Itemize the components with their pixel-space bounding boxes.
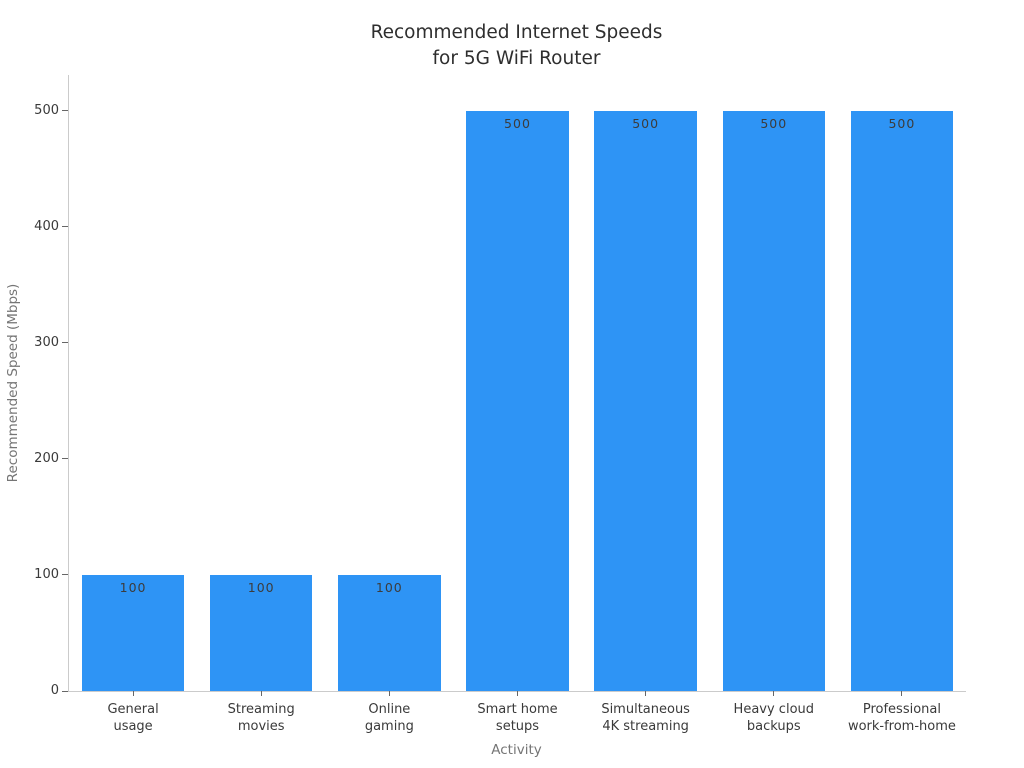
chart-title-line1: Recommended Internet Speeds	[370, 22, 663, 43]
bar-value-label: 500	[504, 115, 531, 131]
bar	[850, 110, 954, 691]
bar-value-label: 100	[119, 579, 147, 595]
bar-value-label: 500	[760, 115, 788, 131]
x-tick-mark	[773, 691, 775, 696]
chart-title: Recommended Internet Speeds for 5G WiFi …	[0, 20, 1024, 72]
bar	[338, 575, 441, 691]
y-tick-mark	[62, 458, 68, 460]
y-tick-label: 300	[34, 334, 59, 350]
bar	[594, 110, 697, 691]
y-tick-mark	[62, 342, 68, 344]
y-tick-mark	[62, 690, 68, 692]
bar	[209, 575, 313, 691]
x-tick-mark	[901, 691, 903, 696]
y-tick-mark	[62, 110, 68, 112]
x-tick-mark	[388, 691, 390, 696]
x-tick-label: Professional work-from-home	[847, 702, 956, 734]
bar-value-label: 100	[247, 579, 275, 595]
y-tick-label: 100	[34, 566, 59, 582]
y-tick-mark	[62, 226, 68, 228]
plot-area: 0 100 200 300 400 500 100 General usage 100 Strea…	[34, 75, 966, 734]
x-tick-label: Streaming movies	[227, 702, 295, 734]
x-tick-label: Heavy cloud backups	[733, 702, 815, 734]
x-tick-label: Simultaneous 4K streaming	[601, 702, 690, 734]
y-tick-mark	[62, 574, 68, 576]
bar-value-label: 500	[888, 115, 916, 131]
bar	[466, 110, 569, 691]
x-tick-mark	[645, 691, 647, 696]
bar-value-label: 500	[632, 115, 660, 131]
y-tick-label: 400	[34, 218, 59, 234]
bar-value-label: 100	[375, 579, 403, 595]
chart-title-line2: for 5G WiFi Router	[432, 48, 601, 69]
x-tick-mark	[260, 691, 262, 696]
x-axis-label: Activity	[491, 742, 542, 758]
y-tick-label: 0	[50, 683, 59, 698]
y-tick-label: 500	[34, 102, 59, 118]
bar	[81, 575, 185, 691]
x-tick-label: General usage	[107, 702, 159, 734]
bar	[722, 110, 826, 691]
y-tick-label: 200	[34, 450, 59, 466]
x-tick-label: Smart home setups	[477, 702, 558, 734]
x-tick-mark	[517, 691, 518, 696]
x-tick-mark	[132, 691, 134, 696]
x-tick-label: Online gaming	[364, 702, 414, 734]
